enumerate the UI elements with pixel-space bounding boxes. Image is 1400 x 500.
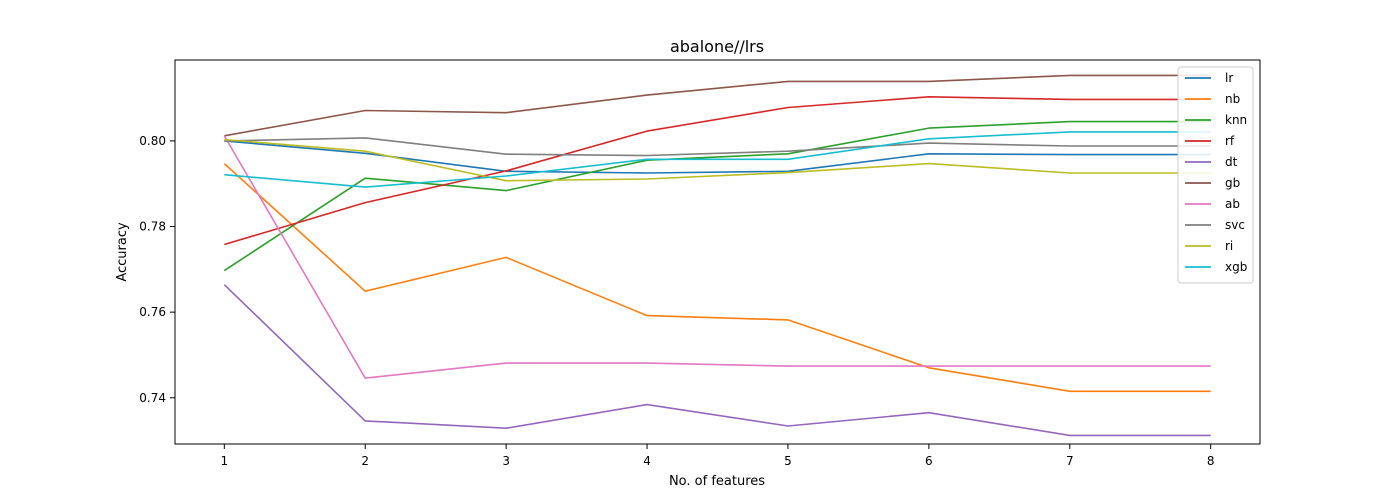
series-line-dt — [223, 284, 1211, 437]
legend-label-gb: gb — [1225, 176, 1240, 190]
x-tick-label: 4 — [643, 454, 651, 468]
legend-label-knn: knn — [1225, 113, 1247, 127]
series-line-rf — [224, 96, 1211, 246]
x-tick-label: 8 — [1207, 454, 1215, 468]
x-axis-label: No. of features — [669, 474, 765, 489]
legend-label-dt: dt — [1225, 155, 1238, 169]
series-lines — [223, 74, 1211, 437]
series-line-gb — [224, 74, 1211, 137]
x-tick-label: 7 — [1066, 454, 1074, 468]
legend-box — [1177, 66, 1254, 284]
x-tick-label: 2 — [361, 454, 369, 468]
x-tick-label: 1 — [220, 454, 228, 468]
y-tick-label: 0.80 — [139, 134, 166, 148]
x-axis-ticks: 1 2 3 4 5 6 7 8 — [220, 444, 1215, 468]
legend-label-svc: svc — [1225, 218, 1245, 232]
y-tick-label: 0.74 — [139, 391, 166, 405]
series-line-svc — [224, 137, 1211, 157]
chart-title: abalone//lrs — [670, 37, 764, 56]
legend-label-rf: rf — [1225, 134, 1235, 148]
plot-frame — [174, 59, 1261, 445]
series-line-xgb — [224, 131, 1211, 188]
x-tick-label: 3 — [502, 454, 510, 468]
legend: lr nb knn rf dt gb ab svc ri xgb — [1177, 66, 1254, 284]
y-tick-label: 0.76 — [139, 305, 166, 319]
legend-label-ri: ri — [1225, 239, 1233, 253]
y-axis-ticks: 0.74 0.76 0.78 0.80 — [139, 134, 175, 405]
legend-label-ab: ab — [1225, 197, 1240, 211]
legend-label-xgb: xgb — [1225, 260, 1247, 274]
y-axis-label: Accuracy — [115, 222, 130, 282]
series-line-ab — [223, 135, 1211, 379]
series-line-nb — [223, 163, 1211, 393]
series-line-ri — [224, 138, 1211, 182]
series-line-knn — [223, 120, 1211, 272]
x-tick-label: 6 — [925, 454, 933, 468]
legend-label-nb: nb — [1225, 92, 1240, 106]
legend-label-lr: lr — [1225, 71, 1233, 85]
y-tick-label: 0.78 — [139, 220, 166, 234]
x-tick-label: 5 — [784, 454, 792, 468]
